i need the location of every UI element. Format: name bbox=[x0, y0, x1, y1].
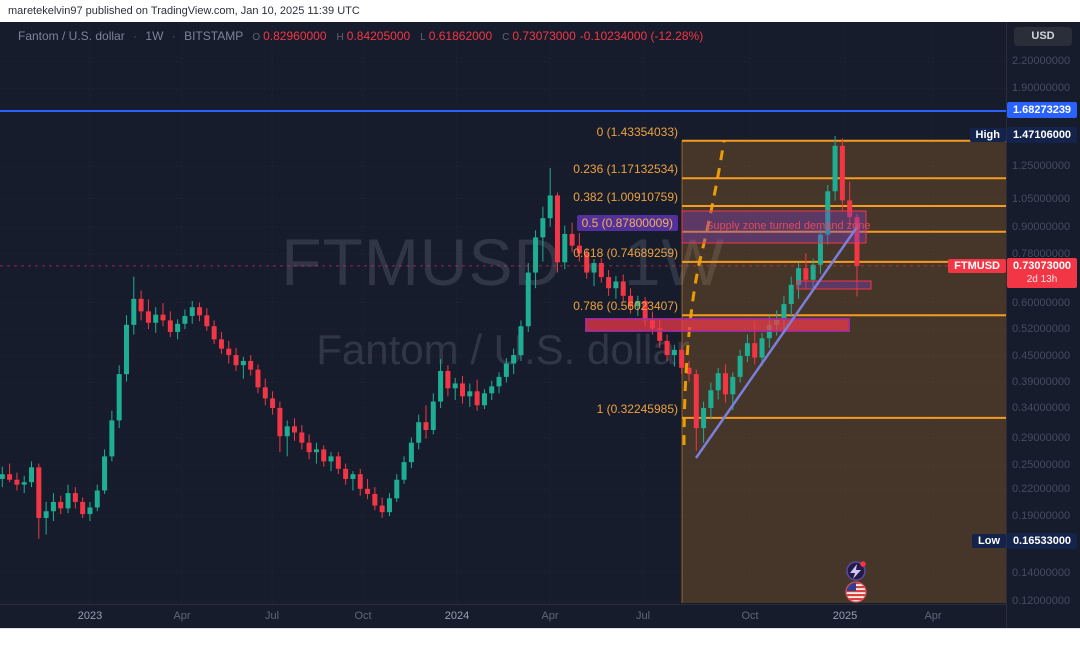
price-tick: 0.39000000 bbox=[1012, 376, 1071, 389]
time-tick-Apr: Apr bbox=[924, 610, 942, 622]
ohlc-key: C bbox=[502, 32, 510, 43]
price-tick: 0.22000000 bbox=[1012, 482, 1071, 495]
ohlc-key: O bbox=[252, 32, 261, 43]
ohlc-values: O 0.82960000 H 0.84205000 L 0.61862000 C 0.7307… bbox=[246, 29, 707, 43]
time-tick-2025: 2025 bbox=[832, 610, 858, 622]
price-tick: 0.34000000 bbox=[1012, 401, 1071, 414]
last-price-value: 0.73073000 bbox=[1012, 259, 1072, 272]
fib-level-label-0.382: 0.382 (1.00910759) bbox=[573, 189, 678, 204]
last-price-label: 0.73073000 2d 13h bbox=[1007, 257, 1077, 288]
low-price-label: 0.16533000 bbox=[1007, 532, 1077, 549]
ohlc-value: 0.73073000 bbox=[512, 29, 576, 43]
fib-level-label-0.5: 0.5 (0.87800009) bbox=[576, 214, 678, 231]
ohlc-value: -0.10234000 (-12.28%) bbox=[579, 29, 704, 43]
price-tick: 2.20000000 bbox=[1012, 55, 1071, 68]
price-tick: 0.25000000 bbox=[1012, 459, 1071, 472]
alert-line-price-label: 1.68273239 bbox=[1007, 102, 1077, 118]
supply-zone-note: Supply zone turned demand zone bbox=[706, 220, 871, 232]
time-tick-Apr: Apr bbox=[173, 610, 191, 622]
price-tick: 0.19000000 bbox=[1012, 510, 1071, 523]
price-axis-divider bbox=[1006, 22, 1007, 628]
symbol-price-tag: FTMUSD bbox=[948, 258, 1006, 273]
time-tick-Apr: Apr bbox=[541, 610, 559, 622]
currency-toggle-button[interactable]: USD bbox=[1014, 27, 1072, 46]
time-tick-Jul: Jul bbox=[264, 610, 280, 622]
ohlc-value: 0.82960000 bbox=[263, 29, 327, 43]
ohlc-value: 0.61862000 bbox=[428, 29, 493, 43]
fib-level-label-0.786: 0.786 (0.56023407) bbox=[573, 299, 678, 314]
price-tick: 0.14000000 bbox=[1012, 566, 1071, 579]
time-axis-divider bbox=[0, 604, 1006, 605]
price-tick: 0.78000000 bbox=[1012, 247, 1071, 260]
interval-label[interactable]: 1W bbox=[145, 29, 164, 43]
time-tick-Oct: Oct bbox=[741, 610, 759, 622]
attribution-bar: maretekelvin97 published on TradingView.… bbox=[0, 0, 1080, 22]
symbol-name[interactable]: Fantom / U.S. dollar bbox=[18, 29, 125, 43]
fib-level-label-0.236: 0.236 (1.17132534) bbox=[573, 162, 678, 177]
high-tag: High bbox=[969, 127, 1006, 142]
attribution-text: maretekelvin97 published on TradingView.… bbox=[8, 5, 360, 17]
time-tick-Jul: Jul bbox=[635, 610, 651, 622]
price-tick: 1.90000000 bbox=[1012, 82, 1071, 95]
ohlc-value: 0.84205000 bbox=[346, 29, 411, 43]
separator: · bbox=[133, 29, 138, 43]
time-tick-2023: 2023 bbox=[77, 610, 103, 622]
price-tick: 1.25000000 bbox=[1012, 160, 1071, 173]
fib-level-label-1: 1 (0.32245985) bbox=[596, 401, 678, 416]
price-tick: 0.29000000 bbox=[1012, 431, 1071, 444]
high-price-label: 1.47106000 bbox=[1007, 126, 1077, 143]
exchange-label: BITSTAMP bbox=[184, 29, 243, 43]
time-tick-2024: 2024 bbox=[444, 610, 470, 622]
time-tick-Oct: Oct bbox=[354, 610, 372, 622]
chart-pane[interactable] bbox=[0, 22, 1080, 628]
fib-level-label-0: 0 (1.43354033) bbox=[596, 124, 678, 139]
ohlc-key: H bbox=[336, 32, 344, 43]
price-tick: 0.60000000 bbox=[1012, 296, 1071, 309]
price-tick: 0.52000000 bbox=[1012, 323, 1071, 336]
price-tick: 0.90000000 bbox=[1012, 221, 1071, 234]
footer-bar: TradingView bbox=[0, 628, 1080, 655]
price-tick: 0.45000000 bbox=[1012, 349, 1071, 362]
fib-level-label-0.618: 0.618 (0.74689259) bbox=[573, 245, 678, 260]
ohlc-key: L bbox=[420, 32, 426, 43]
price-tick: 0.12000000 bbox=[1012, 595, 1071, 608]
price-tick: 1.05000000 bbox=[1012, 192, 1071, 205]
bar-countdown: 2d 13h bbox=[1026, 273, 1058, 285]
separator: · bbox=[171, 29, 176, 43]
low-tag: Low bbox=[972, 533, 1006, 548]
symbol-header[interactable]: Fantom / U.S. dollar · 1W · BITSTAMP O 0.… bbox=[18, 29, 707, 45]
